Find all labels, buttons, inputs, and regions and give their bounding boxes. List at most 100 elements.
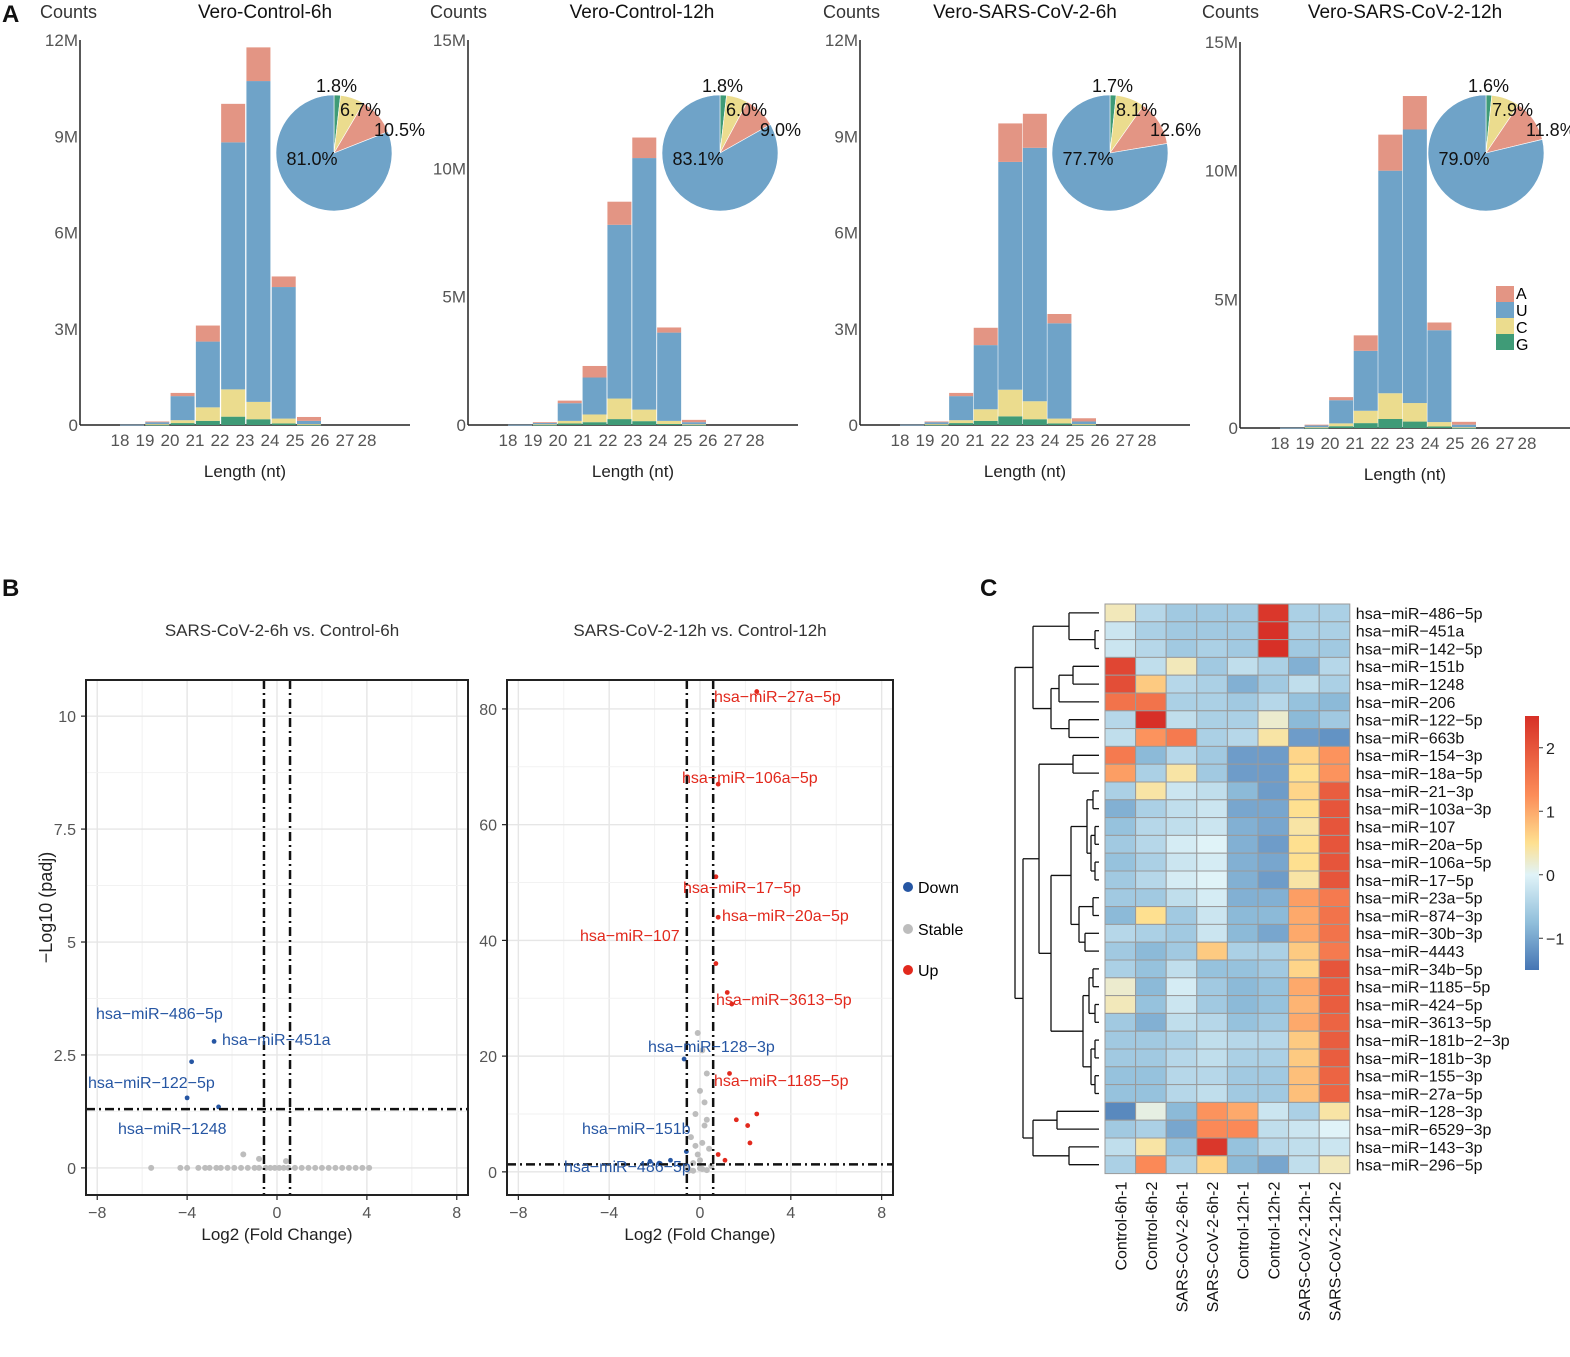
heatmap-cell <box>1196 1066 1228 1086</box>
pie-label-c: 8.1% <box>1116 100 1157 120</box>
bar-segment-c <box>297 424 321 425</box>
x-axis-label: Length (nt) <box>204 462 286 481</box>
heatmap-cell <box>1196 906 1228 925</box>
heatmap-cell <box>1196 870 1228 890</box>
heatmap-cell <box>1226 852 1259 872</box>
bar-segment-u <box>973 345 998 410</box>
heatmap-cell <box>1257 1066 1290 1086</box>
heatmap-cell <box>1288 674 1320 694</box>
point-stable <box>231 1164 238 1171</box>
heatmap-cell <box>1104 1155 1137 1175</box>
heatmap-cell <box>1288 692 1320 712</box>
heatmap-cell <box>1226 817 1259 836</box>
column-label: Control-6h-2 <box>1144 1182 1161 1271</box>
heatmap-cell <box>1165 1137 1198 1157</box>
y-tick-label: 5M <box>1214 290 1238 309</box>
heatmap-cell <box>1288 1119 1320 1139</box>
heatmap-cell <box>1257 870 1290 890</box>
bar-segment-a <box>145 421 170 423</box>
column-label: SARS-CoV-2-12h-2 <box>1328 1182 1345 1322</box>
panel-label-a: A <box>2 1 19 28</box>
heatmap-cell <box>1226 1030 1259 1050</box>
bar-segment-c <box>924 424 949 425</box>
x-tick-label: 19 <box>136 431 155 450</box>
bar-segment-a <box>998 123 1023 162</box>
heatmap-cell <box>1288 852 1320 872</box>
heatmap-cell <box>1135 763 1167 783</box>
heatmap-cell <box>1165 1084 1198 1103</box>
point-stable <box>217 1164 224 1171</box>
bar-segment-c <box>949 420 974 424</box>
heatmap-cell <box>1135 1119 1167 1139</box>
heatmap-cell <box>1257 799 1290 819</box>
bar-segment-u <box>607 224 632 399</box>
y-tick-label: 60 <box>479 818 497 835</box>
bar-segment-g <box>246 419 271 425</box>
y-tick-label: 5 <box>67 935 76 952</box>
pie-label-a: 10.5% <box>374 120 425 140</box>
bar-segment-a <box>1353 335 1378 351</box>
bar-segment-a <box>682 419 706 423</box>
heatmap-cell <box>1104 763 1137 783</box>
x-tick-label: 27 <box>1116 431 1135 450</box>
heatmap-cell <box>1257 603 1290 623</box>
y-tick-label: 6M <box>834 224 858 243</box>
chart-title: Vero-Control-12h <box>570 2 715 23</box>
y-tick-label: 3M <box>834 320 858 339</box>
heatmap-cell <box>1257 728 1290 747</box>
bar-segment-g <box>998 416 1023 425</box>
heatmap-cell <box>1165 1066 1198 1086</box>
heatmap-cell <box>1288 888 1320 908</box>
heatmap-cell <box>1318 763 1351 783</box>
x-tick-label: −4 <box>178 1205 196 1222</box>
heatmap-cell <box>1257 941 1290 961</box>
point-label: hsa−miR−20a−5p <box>722 908 849 925</box>
heatmap-cell <box>1226 692 1259 712</box>
point-down <box>211 1039 217 1044</box>
heatmap-cell <box>1135 674 1167 694</box>
heatmap-cell <box>1196 959 1228 979</box>
bar-segment-g <box>973 420 998 425</box>
heatmap-cell <box>1104 1012 1137 1032</box>
heatmap-cell <box>1104 977 1137 997</box>
point-label: hsa−miR−128−3p <box>648 1039 775 1056</box>
bar-segment-c <box>1402 403 1427 422</box>
legend-label-g: G <box>1516 337 1528 354</box>
volcano-plot-6h: SARS-CoV-2-6h vs. Control-6h −8 −4 0 4 8 0 2.5 5… <box>36 621 469 1244</box>
x-tick-label: 28 <box>358 431 377 450</box>
heatmap-cell <box>1288 870 1320 890</box>
bar-segment-u <box>1022 147 1047 402</box>
row-label: hsa−miR−154−3p <box>1356 748 1483 765</box>
pie-label-u: 83.1% <box>672 149 723 169</box>
legend-label-down: Down <box>918 880 959 897</box>
point-stable <box>359 1164 366 1171</box>
point-stable <box>256 1155 263 1162</box>
legend-swatch-u <box>1496 302 1514 318</box>
x-tick-label: 25 <box>674 431 693 450</box>
heatmap-cell <box>1318 817 1351 836</box>
heatmap-cell <box>1165 656 1198 676</box>
bar-segment-g <box>557 423 582 425</box>
bar-segment-a <box>607 201 632 225</box>
x-tick-label: 23 <box>624 431 643 450</box>
point-label: hsa−miR−3613−5p <box>716 992 852 1009</box>
y-tick-label: 0 <box>457 416 466 435</box>
legend-dot-up <box>903 965 913 975</box>
row-label: hsa−miR−27a−5p <box>1356 1086 1483 1103</box>
pie-label-g: 1.8% <box>316 76 357 96</box>
heatmap-cell <box>1318 745 1351 765</box>
heatmap-cell <box>1318 1084 1351 1103</box>
legend-label-stable: Stable <box>918 922 963 939</box>
bar-segment-a <box>557 400 582 404</box>
column-label: SARS-CoV-2-12h-1 <box>1297 1182 1314 1322</box>
x-axis-label: Log2 (Fold Change) <box>624 1225 775 1244</box>
x-tick-label: 26 <box>1471 434 1490 453</box>
x-tick-label: 19 <box>1296 434 1315 453</box>
heatmap-cell <box>1196 763 1228 783</box>
x-tick-label: 23 <box>236 431 255 450</box>
heatmap-cell <box>1135 781 1167 801</box>
point-up <box>745 1123 751 1128</box>
heatmap-cell <box>1165 1101 1198 1121</box>
row-label: hsa−miR−103a−3p <box>1356 802 1492 819</box>
pie-slice-u <box>661 94 779 212</box>
